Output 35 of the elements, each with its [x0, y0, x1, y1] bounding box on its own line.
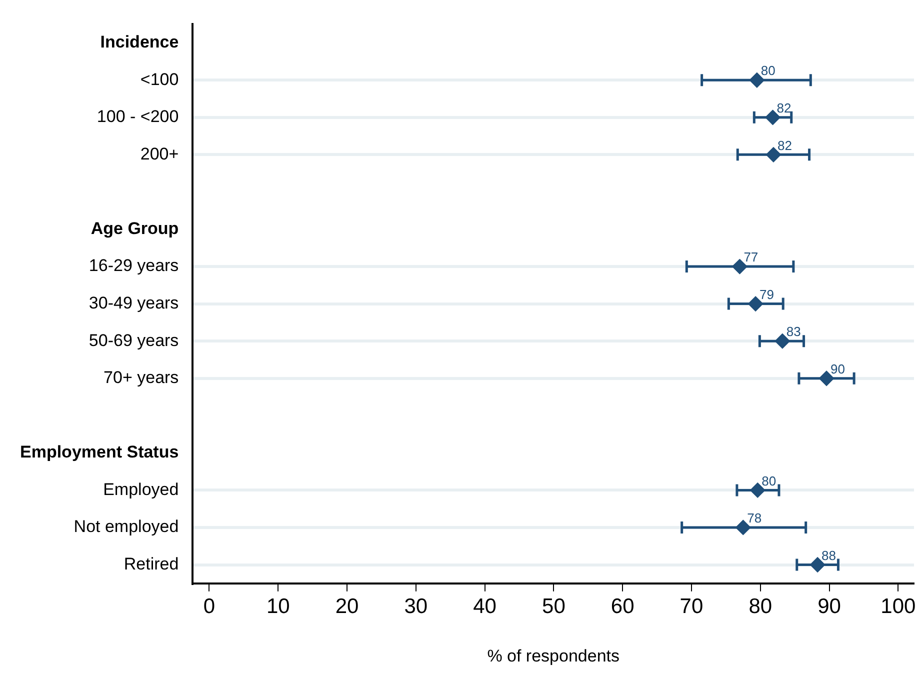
x-axis-title: % of respondents	[487, 646, 620, 666]
y-tick-label: 100 - <200	[96, 107, 179, 126]
y-tick-label: Age Group	[90, 218, 179, 238]
y-tick-label: 50-69 years	[88, 330, 179, 350]
data-label: 82	[777, 138, 792, 153]
data-label: 90	[830, 361, 845, 376]
data-label: 79	[760, 286, 774, 302]
data-label: 80	[762, 473, 776, 488]
x-tick-label: 100	[880, 594, 916, 618]
data-label: 78	[747, 510, 762, 526]
data-label: 83	[786, 324, 801, 340]
y-tick-label: Employment Status	[20, 442, 179, 462]
data-label: 77	[744, 250, 758, 265]
data-label: 88	[822, 548, 836, 563]
x-tick-label: 90	[818, 594, 841, 618]
y-tick-label: 70+ years	[104, 368, 179, 388]
x-tick-label: 40	[473, 594, 496, 618]
y-tick-label: 200+	[140, 144, 179, 164]
x-tick-label: 0	[203, 594, 216, 618]
y-tick-label: <100	[140, 70, 179, 89]
y-tick-label: Incidence	[100, 32, 179, 52]
y-tick-label: Retired	[124, 554, 179, 574]
x-tick-label: 50	[542, 594, 566, 618]
x-tick-label: 10	[266, 594, 290, 618]
x-tick-label: 80	[748, 594, 772, 618]
y-tick-label: 16-29 years	[88, 256, 179, 276]
x-tick-label: 70	[680, 594, 704, 618]
data-label: 82	[776, 100, 792, 116]
y-tick-label: 30-49 years	[88, 293, 179, 312]
x-tick-label: 60	[610, 594, 634, 618]
data-label: 80	[760, 63, 776, 78]
y-tick-label: Not employed	[74, 517, 179, 536]
x-tick-label: 30	[404, 594, 428, 618]
x-tick-label: 20	[335, 594, 359, 618]
y-tick-label: Employed	[103, 480, 179, 499]
